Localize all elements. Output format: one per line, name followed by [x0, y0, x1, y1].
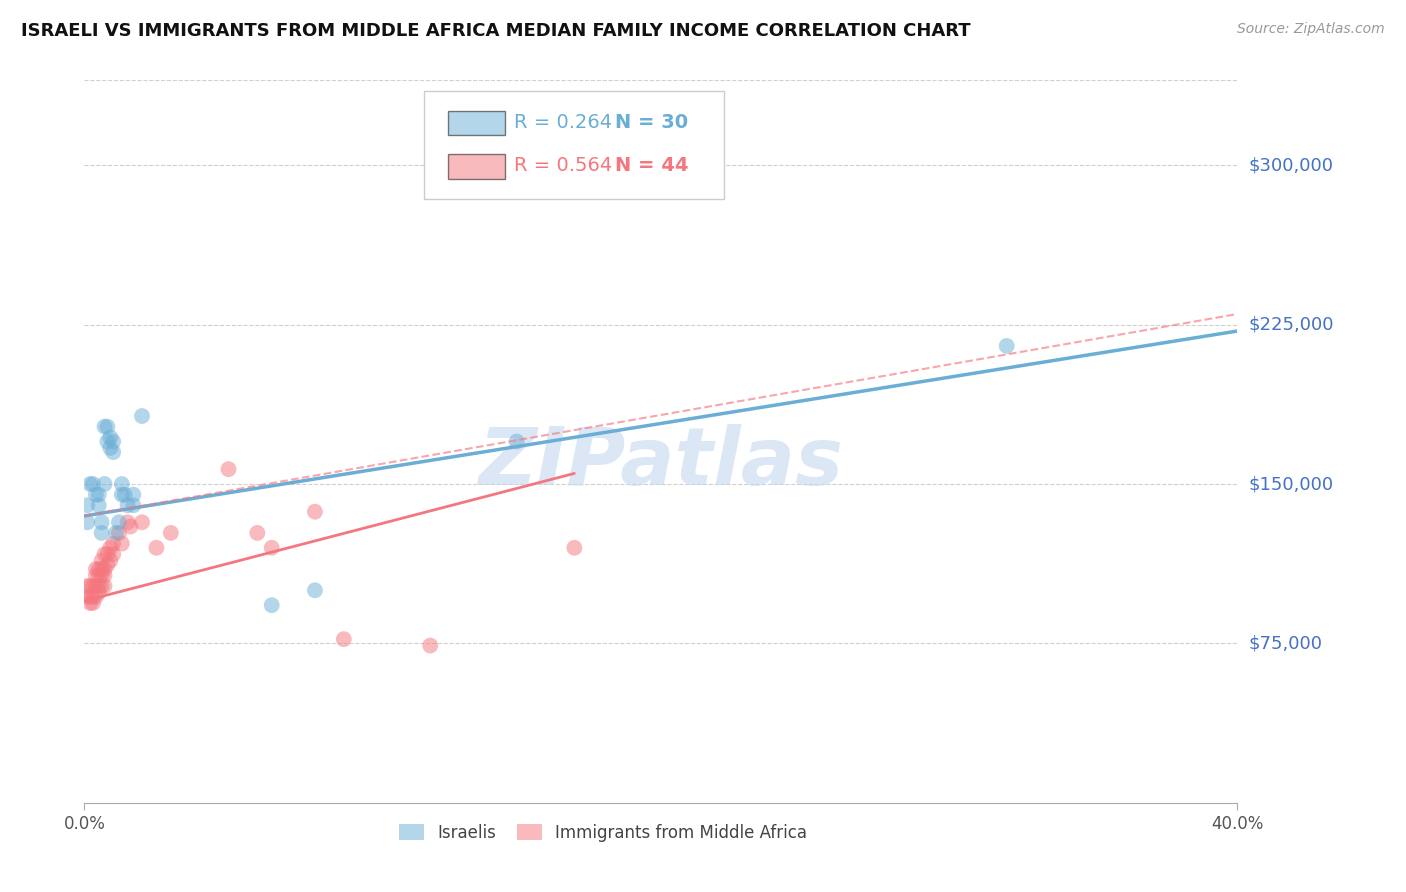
- Text: N = 30: N = 30: [614, 112, 688, 132]
- Point: [76, 516, 98, 530]
- Point: [93, 477, 115, 491]
- Point: [90, 568, 112, 582]
- FancyBboxPatch shape: [425, 91, 724, 200]
- Point: [96, 419, 118, 434]
- Text: N = 44: N = 44: [614, 156, 688, 175]
- Point: [87, 585, 110, 599]
- Point: [90, 516, 112, 530]
- FancyBboxPatch shape: [447, 154, 505, 178]
- Point: [122, 488, 145, 502]
- Point: [103, 445, 124, 459]
- Legend: Israelis, Immigrants from Middle Africa: Israelis, Immigrants from Middle Africa: [392, 817, 814, 848]
- Text: $225,000: $225,000: [1249, 316, 1334, 334]
- Point: [111, 477, 134, 491]
- Point: [304, 583, 326, 598]
- Point: [114, 488, 136, 502]
- Point: [98, 541, 121, 555]
- Point: [117, 516, 139, 530]
- Point: [108, 516, 131, 530]
- Point: [82, 590, 104, 604]
- Point: [108, 525, 131, 540]
- Point: [79, 579, 101, 593]
- Text: $300,000: $300,000: [1249, 156, 1333, 174]
- Text: ZIPatlas: ZIPatlas: [478, 425, 844, 502]
- Point: [87, 579, 110, 593]
- Point: [90, 553, 112, 567]
- Point: [82, 579, 104, 593]
- Point: [145, 541, 167, 555]
- Point: [419, 639, 441, 653]
- Point: [120, 519, 142, 533]
- Point: [96, 434, 118, 449]
- Point: [90, 579, 112, 593]
- Point: [98, 553, 121, 567]
- Point: [111, 536, 134, 550]
- Point: [76, 579, 98, 593]
- Point: [79, 477, 101, 491]
- Text: Source: ZipAtlas.com: Source: ZipAtlas.com: [1237, 22, 1385, 37]
- Point: [506, 434, 529, 449]
- Point: [84, 488, 107, 502]
- Point: [84, 579, 107, 593]
- Point: [82, 477, 104, 491]
- Point: [105, 525, 128, 540]
- Point: [98, 441, 121, 455]
- Text: $75,000: $75,000: [1249, 634, 1323, 652]
- Point: [76, 590, 98, 604]
- Point: [304, 505, 326, 519]
- Point: [117, 498, 139, 512]
- Point: [122, 498, 145, 512]
- Text: R = 0.264: R = 0.264: [515, 112, 613, 132]
- Point: [260, 598, 283, 612]
- Point: [103, 547, 124, 561]
- Text: $150,000: $150,000: [1249, 475, 1333, 493]
- Point: [218, 462, 240, 476]
- Point: [84, 568, 107, 582]
- Point: [246, 525, 269, 540]
- Point: [995, 339, 1018, 353]
- Point: [96, 558, 118, 572]
- Text: R = 0.564: R = 0.564: [515, 156, 613, 175]
- Point: [260, 541, 283, 555]
- Text: ISRAELI VS IMMIGRANTS FROM MIDDLE AFRICA MEDIAN FAMILY INCOME CORRELATION CHART: ISRAELI VS IMMIGRANTS FROM MIDDLE AFRICA…: [21, 22, 970, 40]
- Point: [76, 498, 98, 512]
- Point: [160, 525, 183, 540]
- Point: [90, 525, 112, 540]
- Point: [103, 536, 124, 550]
- Point: [93, 562, 115, 576]
- Point: [84, 562, 107, 576]
- Point: [87, 568, 110, 582]
- Point: [87, 488, 110, 502]
- Point: [90, 562, 112, 576]
- Point: [111, 488, 134, 502]
- Point: [79, 590, 101, 604]
- Point: [131, 409, 153, 423]
- Point: [87, 498, 110, 512]
- Point: [96, 547, 118, 561]
- Point: [333, 632, 356, 647]
- Point: [98, 430, 121, 444]
- Point: [79, 596, 101, 610]
- Point: [564, 541, 586, 555]
- Point: [93, 547, 115, 561]
- Point: [93, 568, 115, 582]
- FancyBboxPatch shape: [447, 111, 505, 136]
- Point: [93, 419, 115, 434]
- Point: [131, 516, 153, 530]
- Point: [82, 596, 104, 610]
- Point: [93, 579, 115, 593]
- Point: [84, 590, 107, 604]
- Point: [87, 562, 110, 576]
- Point: [103, 434, 124, 449]
